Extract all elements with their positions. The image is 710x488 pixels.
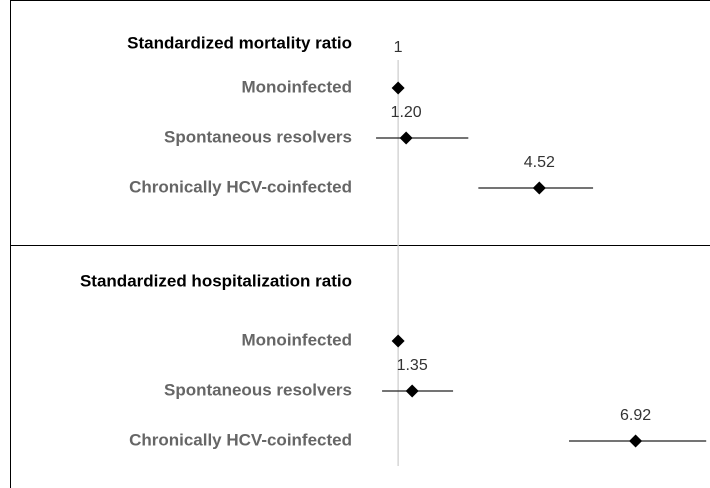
category-label: Spontaneous resolvers: [164, 127, 352, 146]
point-estimate: [532, 181, 546, 195]
point-estimate: [391, 81, 405, 95]
category-label: Chronically HCV-coinfected: [129, 177, 352, 196]
category-label: Chronically HCV-coinfected: [129, 430, 352, 449]
category-label: Spontaneous resolvers: [164, 380, 352, 399]
point-estimate: [629, 434, 643, 448]
value-label: 1.35: [397, 357, 428, 374]
value-label: 4.52: [524, 154, 555, 171]
category-label: Monoinfected: [242, 330, 353, 349]
value-label: 6.92: [620, 407, 651, 424]
category-label: Monoinfected: [242, 77, 353, 96]
point-estimate: [405, 384, 419, 398]
point-estimate: [391, 334, 405, 348]
point-estimate: [399, 131, 413, 145]
panel-title: Standardized mortality ratio: [127, 33, 352, 52]
reference-label: 1: [394, 39, 403, 56]
value-label: 1.20: [391, 104, 422, 121]
panel-title: Standardized hospitalization ratio: [80, 271, 352, 290]
